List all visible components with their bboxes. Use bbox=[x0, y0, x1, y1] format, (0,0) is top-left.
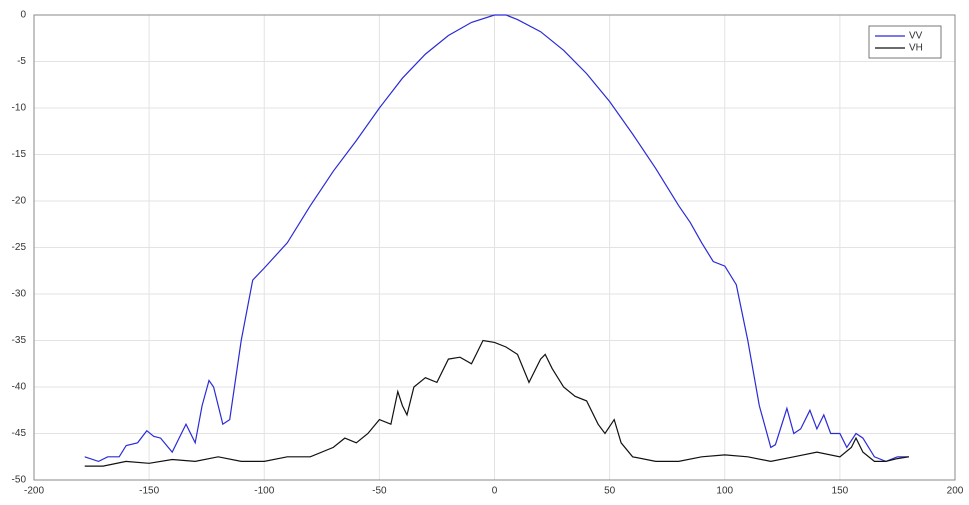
y-tick-label: -40 bbox=[12, 382, 27, 393]
x-tick-label: 0 bbox=[492, 486, 498, 497]
x-tick-label: -50 bbox=[372, 486, 387, 497]
y-tick-label: -45 bbox=[12, 428, 27, 439]
x-tick-label: 50 bbox=[604, 486, 616, 497]
y-tick-label: -20 bbox=[12, 196, 27, 207]
x-tick-label: 150 bbox=[832, 486, 849, 497]
x-tick-label: -100 bbox=[254, 486, 274, 497]
y-tick-label: -35 bbox=[12, 335, 27, 346]
legend-label: VH bbox=[909, 43, 923, 54]
y-tick-label: -30 bbox=[12, 289, 27, 300]
y-tick-label: -5 bbox=[17, 56, 26, 67]
x-tick-label: -150 bbox=[139, 486, 159, 497]
line-series bbox=[84, 14, 909, 463]
y-tick-label: -50 bbox=[12, 475, 27, 486]
y-tick-label: 0 bbox=[20, 10, 26, 21]
y-tick-label: -10 bbox=[12, 103, 27, 114]
legend-label: VV bbox=[909, 31, 923, 42]
x-tick-label: 200 bbox=[947, 486, 964, 497]
x-tick-label: -200 bbox=[24, 486, 44, 497]
x-tick-label: 100 bbox=[716, 486, 733, 497]
line-series bbox=[84, 339, 909, 467]
y-tick-label: -25 bbox=[12, 242, 27, 253]
y-tick-label: -15 bbox=[12, 149, 27, 160]
legend-box bbox=[868, 25, 942, 59]
